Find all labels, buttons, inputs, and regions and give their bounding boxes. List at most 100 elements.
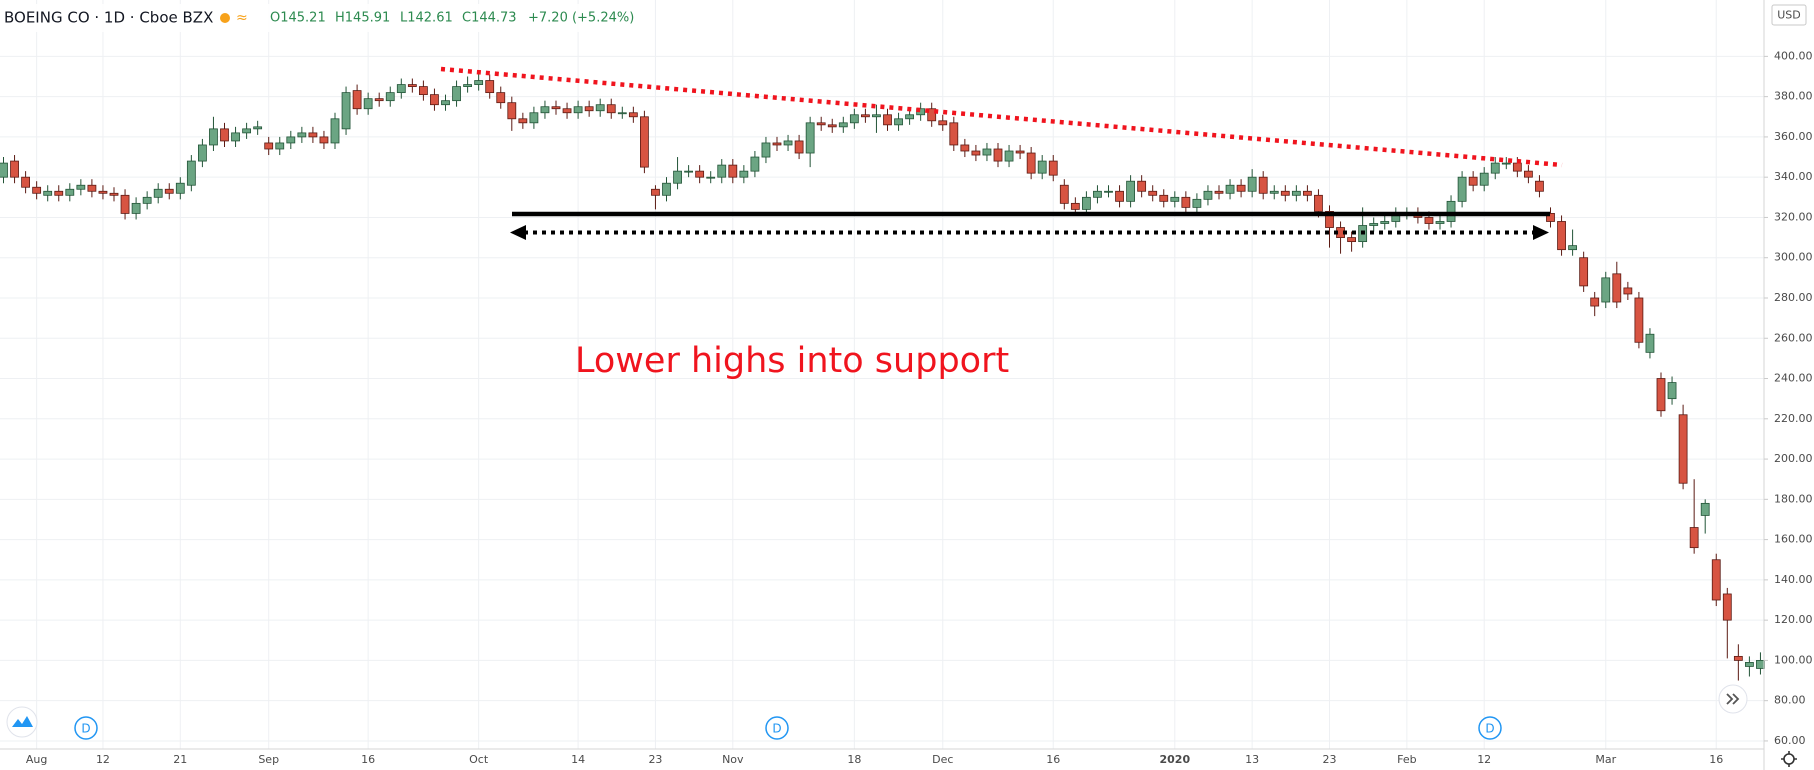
event-marker[interactable]: D [765, 716, 789, 740]
y-tick-label: 300.00 [1774, 251, 1813, 264]
candle-body [385, 92, 395, 102]
candle-body [750, 156, 760, 172]
candle-body [474, 80, 484, 85]
arrow-head-right [1533, 225, 1549, 240]
candle-body [297, 132, 307, 138]
candle-body [540, 106, 550, 114]
event-marker[interactable]: D [1478, 716, 1502, 740]
x-tick-label: 23 [1323, 753, 1337, 766]
candle-body [783, 140, 793, 146]
candle-body [507, 102, 517, 120]
candle-body [628, 112, 638, 118]
x-tick-label: 13 [1245, 753, 1259, 766]
candle-body [982, 148, 992, 156]
candle-body [21, 176, 31, 188]
candle-body [1722, 593, 1732, 621]
candle-body [971, 150, 981, 156]
y-tick-label: 320.00 [1774, 210, 1813, 223]
arrow-head-left [510, 225, 526, 240]
candle-body [407, 84, 417, 87]
y-tick-label: 200.00 [1774, 452, 1813, 465]
candle-body [894, 118, 903, 126]
candle-body [98, 190, 108, 194]
candle-body [1711, 559, 1721, 601]
candle-body [1380, 221, 1390, 224]
candle-body [949, 122, 959, 146]
header-bg [0, 4, 590, 32]
candle-body [518, 118, 528, 124]
event-circle[interactable] [74, 716, 98, 740]
candle-body [739, 170, 749, 178]
candle-body [463, 84, 473, 87]
settings[interactable] [1781, 751, 1797, 767]
x-tick-label: Sep [258, 753, 279, 766]
candle-body [242, 128, 252, 134]
candle-body [573, 106, 583, 114]
y-tick-label: 80.00 [1774, 694, 1806, 707]
candle-body [1269, 190, 1279, 194]
x-tick-label: Feb [1397, 753, 1416, 766]
candle-body [54, 190, 64, 196]
candle-body [0, 162, 8, 178]
x-tick-label: Aug [26, 753, 47, 766]
candle-body [562, 108, 572, 114]
x-tick-label: 16 [1046, 753, 1060, 766]
currency-box[interactable] [1771, 4, 1807, 26]
candle-body [1148, 190, 1158, 196]
candle-body [109, 192, 119, 196]
candle-body [960, 144, 970, 152]
candle-body [1347, 237, 1356, 243]
candle-body [1601, 277, 1611, 303]
candle-body [838, 122, 848, 128]
candle-body [1104, 190, 1113, 193]
x-tick-label: 21 [173, 753, 187, 766]
event-label: D [81, 722, 90, 736]
y-tick-label: 220.00 [1774, 412, 1813, 425]
x-tick-label: 16 [1709, 753, 1723, 766]
candle-body [374, 98, 384, 102]
event-marker[interactable]: D [74, 716, 98, 740]
candle-body [175, 182, 185, 194]
candle-body [418, 86, 428, 96]
annotation: Lower highs into support [575, 341, 1009, 381]
event-circle[interactable] [1478, 716, 1502, 740]
candle-body [1247, 176, 1257, 192]
scroll-button[interactable] [1718, 684, 1748, 714]
candle-body [1446, 200, 1456, 222]
candle-body [849, 114, 859, 124]
candle-body [938, 120, 948, 126]
grid [0, 0, 1764, 749]
candle-body [1656, 378, 1666, 412]
candle-body [1070, 202, 1080, 210]
candle-body [551, 106, 561, 110]
candle-body [1048, 160, 1058, 176]
scroll-icon [1726, 693, 1740, 705]
y-tick-label: 260.00 [1774, 331, 1813, 344]
candle-body [197, 144, 207, 162]
candle-body [352, 90, 362, 110]
candle-body [993, 148, 1003, 162]
event-circle[interactable] [765, 716, 789, 740]
candle-body [231, 132, 240, 142]
y-tick-label: 240.00 [1774, 372, 1813, 385]
candle-body [220, 128, 229, 142]
candle-body [617, 112, 627, 115]
candle-body [186, 160, 196, 186]
candle-body [209, 128, 218, 146]
candle-body [1634, 297, 1644, 343]
candle-body [430, 94, 439, 106]
candle-body [1059, 184, 1069, 204]
candle-body [164, 188, 174, 194]
candle-body [662, 182, 671, 196]
candle-body [1557, 221, 1566, 251]
candle-body [1745, 662, 1754, 667]
candle-body [43, 190, 53, 196]
settings-icon[interactable] [1783, 753, 1795, 765]
logo-circle[interactable] [6, 706, 38, 738]
candle-body [441, 100, 450, 106]
logo[interactable] [6, 706, 38, 738]
candle-body [330, 118, 340, 144]
candle-body [1435, 221, 1445, 224]
